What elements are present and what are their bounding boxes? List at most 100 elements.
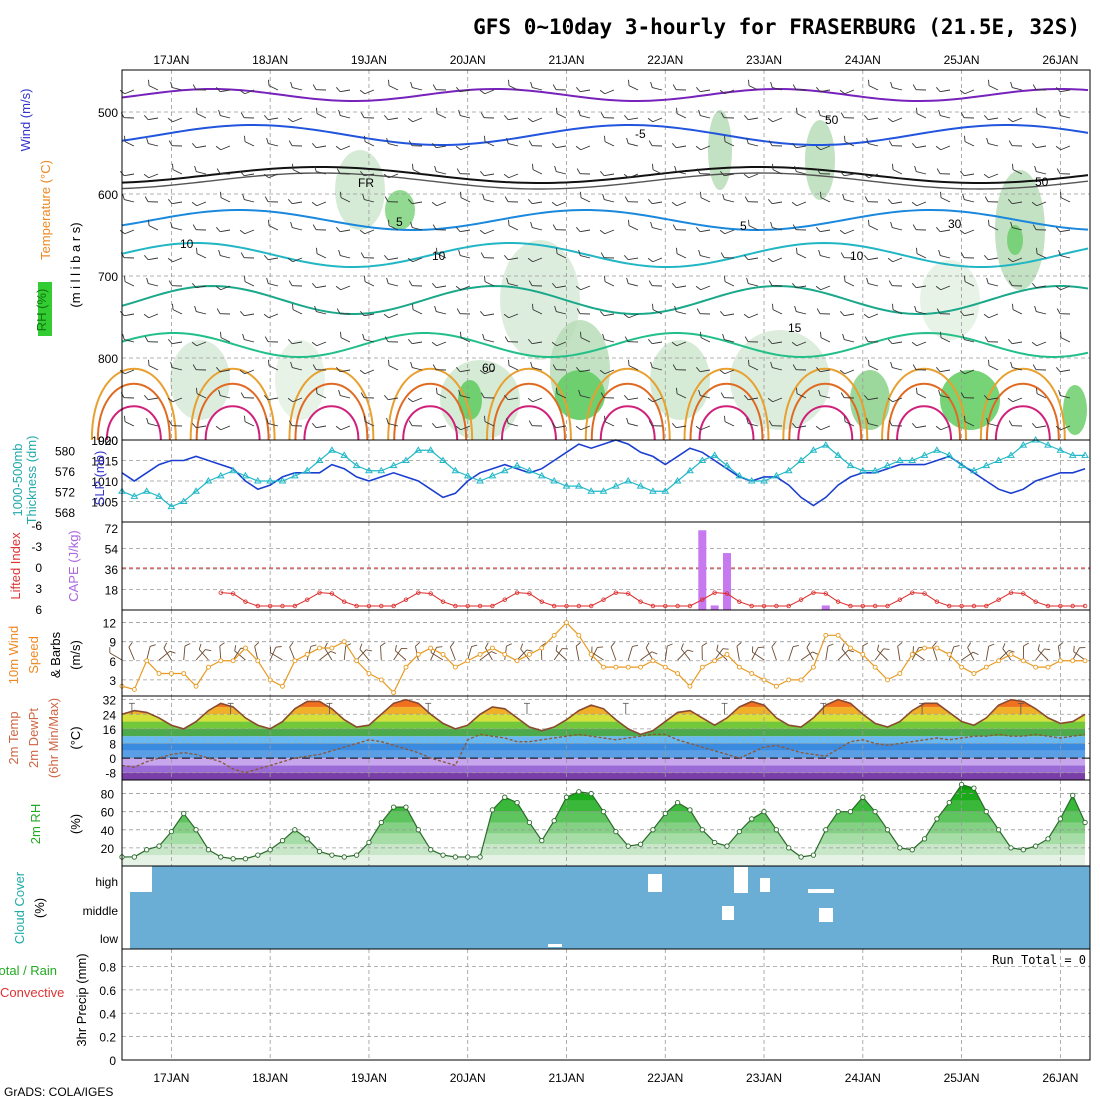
upper-wind-barb-flag bbox=[623, 173, 629, 179]
upper-wind-barb-flag bbox=[863, 395, 869, 401]
upper-wind-barb-flag bbox=[696, 168, 701, 174]
upper-wind-barb-flag bbox=[196, 387, 198, 394]
surface-wind-barb bbox=[254, 641, 260, 661]
upper-wind-barb bbox=[743, 255, 759, 261]
upper-wind-barb bbox=[532, 303, 543, 315]
surface-wind-barb-flag bbox=[184, 643, 191, 647]
warm-temperature-contour bbox=[689, 382, 764, 441]
upper-wind-barb-flag bbox=[1008, 280, 1013, 286]
upper-wind-barb bbox=[407, 117, 423, 123]
upper-wind-barb-staff bbox=[220, 145, 231, 151]
upper-wind-barb-staff bbox=[580, 285, 591, 291]
upper-wind-barb-staff bbox=[1036, 253, 1047, 259]
upper-wind-barb-flag bbox=[844, 135, 846, 142]
surface-wind-barb-flag bbox=[128, 642, 133, 648]
upper-wind-barb-flag bbox=[624, 196, 629, 202]
upper-wind-barb bbox=[748, 79, 759, 91]
lifted-index-point bbox=[626, 591, 631, 596]
upper-wind-barb bbox=[890, 221, 903, 231]
upper-wind-barb-flag bbox=[527, 117, 533, 123]
upper-wind-barb-staff bbox=[676, 285, 687, 289]
upper-wind-barb-staff bbox=[844, 89, 855, 95]
thickness-point bbox=[1019, 441, 1028, 448]
upper-wind-barb-staff bbox=[628, 143, 639, 147]
surface-wind-barb bbox=[610, 642, 617, 661]
upper-wind-barb-staff bbox=[412, 397, 423, 403]
wind-speed-point bbox=[749, 671, 755, 676]
upper-wind-barb-staff bbox=[268, 85, 279, 91]
surface-wind-barb-flag bbox=[401, 647, 408, 650]
upper-wind-barb-flag bbox=[148, 79, 150, 86]
upper-wind-barb-flag bbox=[1034, 305, 1037, 312]
upper-wind-barb-flag bbox=[796, 107, 798, 114]
upper-wind-barb bbox=[506, 277, 519, 287]
cape-tick: 36 bbox=[105, 563, 119, 577]
upper-wind-barb-flag bbox=[458, 389, 461, 396]
surface-wind-barb-flag bbox=[632, 644, 639, 648]
thickness-axis-label: 1000-500mb bbox=[10, 444, 25, 517]
upper-wind-barb bbox=[554, 165, 567, 175]
upper-wind-barb-staff bbox=[940, 115, 951, 119]
upper-wind-barb-staff bbox=[772, 309, 783, 315]
upper-wind-barb-staff bbox=[868, 283, 879, 287]
surface-wind-barb-flag bbox=[651, 651, 658, 655]
upper-wind-barb-flag bbox=[743, 115, 749, 121]
lifted-index-point bbox=[379, 603, 384, 609]
upper-wind-barb-flag bbox=[575, 145, 581, 151]
upper-wind-barb bbox=[167, 339, 183, 345]
wind-speed-point bbox=[514, 658, 520, 664]
upper-wind-barb bbox=[647, 397, 663, 403]
upper-wind-barb bbox=[359, 171, 375, 177]
upper-wind-barb bbox=[839, 369, 855, 375]
upper-wind-barb bbox=[888, 140, 903, 147]
upper-wind-barb-staff bbox=[172, 87, 183, 91]
upper-wind-barb-flag bbox=[556, 247, 558, 254]
upper-wind-barb-flag bbox=[912, 224, 917, 230]
upper-wind-barb-staff bbox=[724, 229, 735, 235]
upper-wind-barb-flag bbox=[648, 280, 653, 286]
upper-wind-barb-staff bbox=[796, 253, 807, 259]
upper-wind-barb bbox=[671, 201, 687, 207]
upper-wind-barb-staff bbox=[676, 253, 687, 259]
upper-wind-barb-flag bbox=[432, 224, 437, 230]
thickness-point bbox=[957, 461, 966, 469]
upper-wind-barb bbox=[408, 280, 423, 287]
surface-wind-barb-flag bbox=[436, 646, 443, 648]
lifted-index-point bbox=[971, 603, 977, 609]
upper-wind-barb-staff bbox=[532, 169, 543, 175]
upper-wind-barb-flag bbox=[1010, 361, 1013, 368]
temperature-contour bbox=[121, 87, 1089, 102]
upper-wind-barb-flag bbox=[599, 229, 605, 235]
wind-speed-point bbox=[489, 645, 495, 651]
wind-speed-point bbox=[885, 677, 890, 683]
rh-point bbox=[625, 843, 631, 849]
upper-wind-barb-staff bbox=[820, 145, 831, 151]
upper-wind-barb bbox=[122, 333, 135, 343]
upper-wind-barb-flag bbox=[290, 361, 293, 368]
upper-wind-barb bbox=[479, 89, 495, 95]
upper-wind-barb-flag bbox=[386, 137, 389, 144]
thickness-point bbox=[747, 477, 756, 484]
upper-wind-barb-flag bbox=[671, 283, 677, 289]
upper-wind-barb-staff bbox=[844, 339, 855, 343]
upper-wind-barb-staff bbox=[244, 281, 255, 287]
upper-wind-barb-staff bbox=[724, 369, 735, 375]
cloud-gap bbox=[648, 874, 662, 892]
upper-wind-barb-staff bbox=[748, 143, 759, 147]
upper-wind-barb-flag bbox=[791, 283, 797, 289]
thickness-point bbox=[883, 461, 892, 469]
upper-wind-barb bbox=[434, 305, 447, 315]
warm-temperature-contour bbox=[599, 405, 656, 441]
upper-wind-barb-flag bbox=[316, 107, 318, 114]
upper-wind-barb bbox=[170, 81, 183, 91]
upper-wind-barb-staff bbox=[1036, 311, 1047, 315]
upper-wind-barb-staff bbox=[580, 255, 591, 259]
wind-speed-point bbox=[996, 658, 1002, 664]
upper-wind-barb bbox=[796, 247, 807, 259]
upper-wind-barb bbox=[191, 143, 207, 149]
surface-wind-barb-flag bbox=[1037, 644, 1040, 651]
upper-wind-barb-staff bbox=[316, 113, 327, 119]
upper-wind-barb bbox=[791, 201, 807, 207]
upper-wind-barb bbox=[696, 168, 711, 175]
